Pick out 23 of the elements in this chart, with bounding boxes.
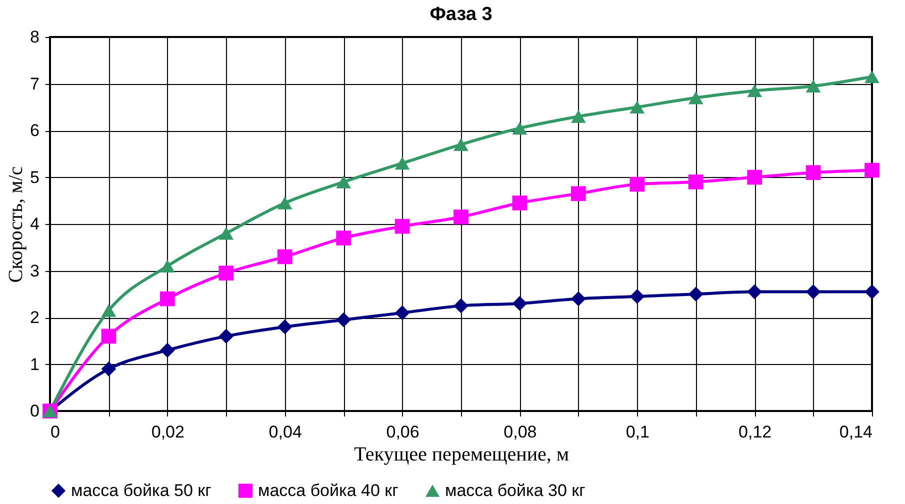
x-tick-label: 0,1	[626, 422, 650, 442]
x-tick-label: 0,04	[268, 422, 302, 442]
y-tick-label: 1	[30, 354, 40, 374]
y-tick-label: 3	[30, 261, 40, 280]
x-tick-label: 0,06	[386, 422, 420, 442]
x-tick-label: 0,02	[151, 422, 184, 442]
y-tick-label: 6	[30, 121, 40, 140]
x-tick-label: 0	[50, 422, 60, 442]
legend-label: масса бойка 40 кг	[258, 480, 398, 500]
y-axis-title: Скорость, м/с	[5, 166, 28, 283]
y-tick-label: 8	[30, 28, 40, 46]
x-tick-label: 0,14	[839, 422, 872, 442]
y-tick-label: 0	[30, 402, 40, 420]
y-tick-label: 7	[30, 74, 40, 94]
chart-title: Фаза 3	[430, 4, 492, 25]
y-tick-label: 4	[30, 214, 40, 234]
legend-label: масса бойка 50 кг	[71, 480, 212, 500]
x-tick-label: 0,12	[738, 422, 772, 442]
y-tick-label: 2	[30, 308, 40, 327]
x-tick-label: 0,08	[504, 422, 537, 442]
legend-label: масса бойка 30 кг	[445, 480, 586, 500]
x-axis-title: Текущее перемещение, м	[354, 444, 570, 466]
y-tick-label: 5	[30, 168, 40, 187]
